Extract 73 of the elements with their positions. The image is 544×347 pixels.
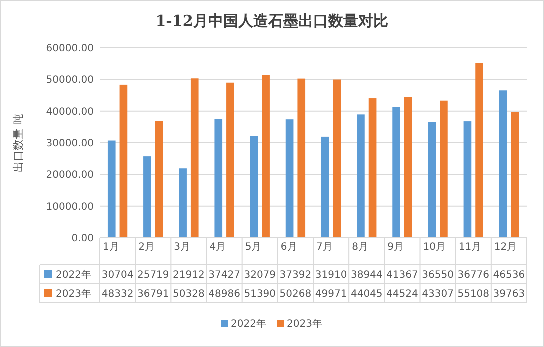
bar	[155, 121, 164, 238]
y-tick-label: 60000.00	[46, 44, 94, 54]
data-label: 38944	[350, 270, 383, 281]
data-label: 44524	[386, 289, 418, 300]
data-label: 31910	[315, 270, 348, 281]
bar	[440, 100, 448, 238]
data-label: 48986	[208, 289, 240, 300]
x-tick-label: 11月	[458, 242, 482, 253]
data-label: 46536	[493, 270, 526, 281]
y-tick-label: 30000.00	[46, 138, 94, 150]
x-tick-label: 7月	[316, 242, 333, 253]
data-label: 55108	[458, 289, 490, 300]
bar	[357, 114, 365, 238]
bar	[214, 119, 223, 238]
bar	[286, 120, 294, 238]
bar	[250, 136, 258, 238]
x-tick-label: 4月	[210, 242, 226, 253]
bar	[262, 75, 270, 238]
bar	[108, 140, 116, 238]
x-tick-label: 9月	[388, 242, 404, 253]
bar	[190, 78, 199, 238]
y-tick-label: 20000.00	[46, 170, 94, 182]
text: 2023年	[287, 319, 322, 330]
bar	[511, 112, 520, 238]
data-label: 44045	[350, 289, 383, 300]
text: 2022年	[231, 319, 266, 330]
bar	[476, 63, 484, 238]
data-label: 36776	[458, 270, 490, 281]
bar	[404, 97, 412, 238]
data-label: 36791	[137, 289, 170, 300]
bar	[226, 82, 234, 238]
data-label: 50328	[173, 289, 205, 300]
x-tick-label: 12月	[494, 242, 518, 253]
x-tick-label: 6月	[280, 242, 298, 253]
y-tick-label: 50000.00	[46, 75, 94, 86]
bar	[144, 156, 152, 238]
bar	[120, 84, 128, 238]
data-label: 37427	[208, 270, 240, 281]
y-tick-label: 10000.00	[46, 202, 94, 213]
x-tick-label: 5月	[245, 242, 262, 253]
bar	[499, 90, 508, 238]
x-tick-label: 8月	[352, 242, 368, 253]
bar	[392, 107, 400, 238]
data-label: 39763	[493, 289, 526, 300]
x-tick-label: 10月	[423, 242, 446, 253]
x-tick-label: 3月	[174, 242, 191, 253]
bar	[298, 78, 306, 238]
data-label: 37392	[280, 270, 312, 281]
data-label: 48332	[102, 289, 134, 300]
legend-label: 2022年	[56, 269, 92, 281]
chart-title: 1-12月中国人造石墨出口数量对比	[156, 12, 388, 30]
x-tick-label: 1月	[103, 242, 120, 253]
data-label: 43307	[422, 289, 454, 300]
bar	[428, 122, 436, 238]
y-tick-label: 0.00	[72, 234, 94, 244]
y-tick-label: 40000.00	[46, 106, 94, 118]
data-label: 51390	[244, 289, 276, 300]
data-label: 49971	[315, 289, 348, 300]
data-label: 50268	[280, 289, 312, 300]
legend-label: 2023年	[56, 288, 92, 300]
bar	[179, 168, 187, 238]
bar	[464, 122, 472, 238]
y-axis-title: 出口数量 吨	[12, 114, 25, 172]
bar	[368, 98, 377, 238]
bar	[333, 80, 342, 238]
data-label: 30704	[102, 270, 134, 281]
x-tick-label: 2月	[138, 242, 155, 253]
data-label: 25719	[137, 270, 170, 281]
data-label: 32079	[244, 270, 276, 281]
bar	[321, 136, 330, 238]
data-label: 36550	[422, 270, 454, 281]
data-label: 21912	[173, 270, 205, 281]
data-label: 41367	[386, 270, 418, 281]
